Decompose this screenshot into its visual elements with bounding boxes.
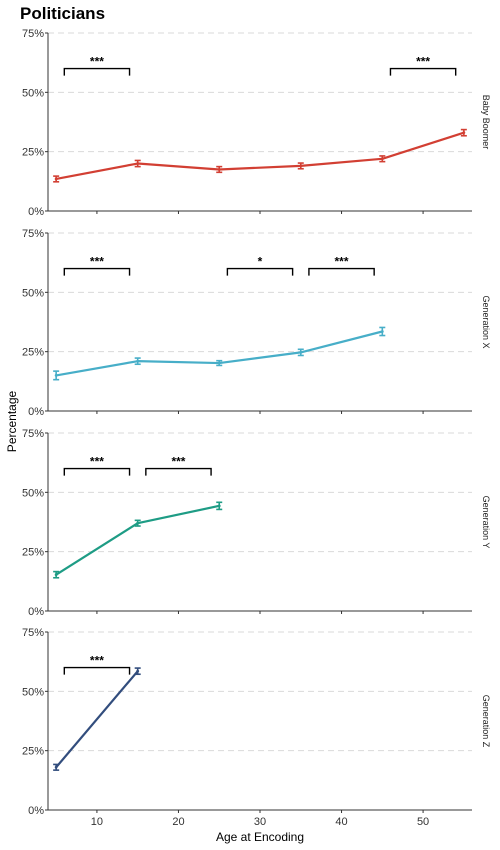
significance-label: *** (171, 455, 185, 469)
data-point (299, 350, 303, 354)
facet-strip-label: Baby Boomer (481, 95, 491, 150)
facet-strip-label: Generation X (481, 295, 491, 348)
series-line (55, 330, 383, 377)
significance-bracket (145, 467, 212, 476)
chart-title: Politicians (20, 4, 106, 23)
data-point (54, 573, 58, 577)
data-point (217, 168, 221, 171)
y-tick-label: 75% (22, 627, 44, 639)
x-axis-title: Age at Encoding (216, 830, 304, 844)
x-tick-label: 30 (254, 816, 266, 828)
x-tick-label: 10 (91, 816, 103, 828)
data-point (462, 131, 466, 135)
series-line (55, 131, 465, 181)
data-point (299, 164, 303, 168)
data-point (54, 765, 58, 769)
y-tick-label: 50% (22, 87, 44, 99)
data-point (136, 669, 140, 673)
y-tick-label: 50% (22, 487, 44, 499)
significance-bracket (63, 267, 131, 276)
significance-bracket (308, 267, 375, 276)
x-tick-label: 20 (172, 816, 184, 828)
data-point (136, 359, 140, 363)
y-tick-label: 75% (22, 228, 44, 240)
y-tick-label: 0% (28, 406, 44, 418)
y-tick-label: 0% (28, 606, 44, 618)
significance-label: *** (90, 255, 104, 269)
data-point (54, 177, 58, 181)
data-point (136, 162, 140, 165)
data-point (136, 521, 140, 525)
series-line (55, 504, 220, 576)
significance-bracket (63, 467, 131, 476)
significance-label: *** (335, 255, 349, 269)
y-tick-label: 25% (22, 347, 44, 359)
y-tick-label: 50% (22, 686, 44, 698)
series-line (55, 670, 139, 768)
data-point (217, 361, 221, 365)
significance-bracket (63, 67, 131, 76)
facet-strip-label: Generation Y (481, 496, 491, 549)
y-tick-label: 50% (22, 287, 44, 299)
x-tick-label: 40 (335, 816, 347, 828)
facet-strip-label: Generation Z (481, 695, 491, 748)
data-point (217, 504, 221, 508)
significance-label: *** (416, 55, 430, 69)
y-tick-label: 0% (28, 805, 44, 817)
y-axis-title: Percentage (5, 390, 19, 452)
significance-bracket (226, 267, 294, 276)
data-point (380, 157, 384, 161)
significance-bracket (389, 67, 457, 76)
significance-bracket (63, 666, 131, 675)
significance-label: * (258, 255, 263, 269)
y-tick-label: 75% (22, 28, 44, 40)
y-tick-label: 25% (22, 147, 44, 159)
significance-label: *** (90, 455, 104, 469)
data-point (54, 374, 58, 377)
y-tick-label: 25% (22, 746, 44, 758)
y-tick-label: 75% (22, 428, 44, 440)
x-tick-label: 50 (417, 816, 429, 828)
y-tick-label: 25% (22, 547, 44, 559)
significance-label: *** (90, 55, 104, 69)
y-tick-label: 0% (28, 206, 44, 218)
significance-label: *** (90, 654, 104, 668)
data-point (380, 330, 384, 333)
